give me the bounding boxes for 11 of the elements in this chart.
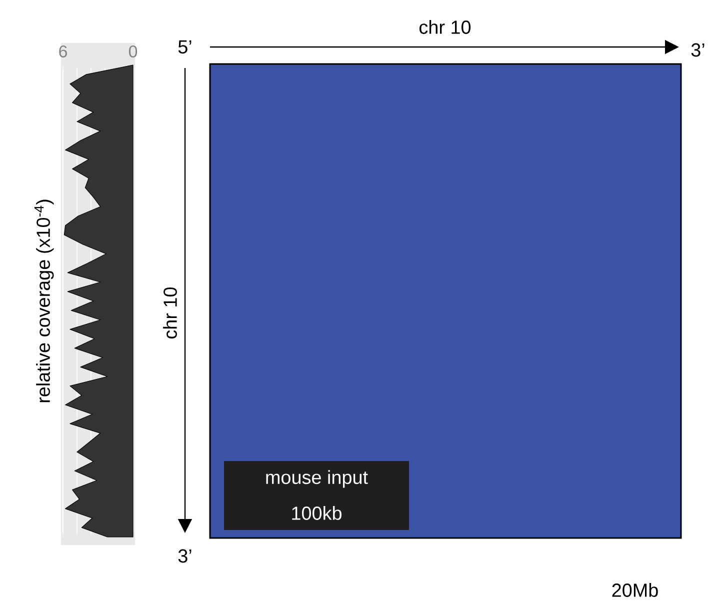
text: 20Mb <box>612 583 658 597</box>
text: chr 10 <box>163 287 177 338</box>
text: mouse input <box>266 470 368 488</box>
text: 5’ <box>178 40 192 54</box>
y-axis-title: relative coverage (x10$^{-4}$) <box>34 200 54 402</box>
x-tick-label: 6 <box>59 45 67 58</box>
text: 3’ <box>178 549 192 563</box>
x-tick-label: 0 <box>128 45 138 58</box>
text: 100kb <box>292 506 342 520</box>
text: 3’ <box>691 43 704 57</box>
text: chr 10 <box>419 20 471 34</box>
